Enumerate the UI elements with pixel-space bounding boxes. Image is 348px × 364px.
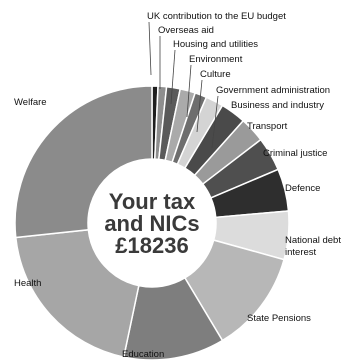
slice-label-national-debt-interest: National debt interest	[285, 235, 341, 258]
slice-label-culture: Culture	[200, 69, 231, 80]
slice-label-transport: Transport	[247, 121, 288, 132]
slice-label-government-administration: Government administration	[216, 85, 330, 96]
slice-label-defence: Defence	[285, 183, 320, 194]
center-label-line-3: £18236	[115, 233, 188, 258]
slice-label-uk-contribution-to-the-eu-budget: UK contribution to the EU budget	[147, 11, 286, 22]
slice-label-welfare: Welfare	[14, 97, 47, 108]
slice-label-business-and-industry: Business and industry	[231, 100, 324, 111]
slice-labels: UK contribution to the EU budget Overseas…	[14, 11, 341, 360]
leader-line-culture	[196, 79, 203, 133]
slice-label-environment: Environment	[189, 54, 243, 65]
slice-welfare	[14, 85, 153, 239]
slice-label-criminal-justice: Criminal justice	[263, 148, 327, 159]
slice-label-education: Education	[122, 349, 164, 360]
slice-label-overseas-aid: Overseas aid	[158, 25, 214, 36]
slice-label-state-pensions: State Pensions	[247, 313, 311, 324]
leader-line-environment	[186, 64, 192, 118]
leader-line-housing-and-utilities	[170, 49, 176, 105]
center-label-line-2: and NICs	[104, 211, 199, 236]
slice-label-housing-and-utilities: Housing and utilities	[173, 39, 258, 50]
center-label-line-1: Your tax	[109, 189, 196, 214]
slice-label-health: Health	[14, 278, 41, 289]
donut-slices	[14, 85, 290, 361]
leader-line-uk-contribution-to-the-eu-budget	[148, 21, 152, 76]
label-leader-lines	[148, 21, 219, 149]
slice-health	[14, 228, 140, 358]
leader-line-government-administration	[211, 95, 219, 149]
